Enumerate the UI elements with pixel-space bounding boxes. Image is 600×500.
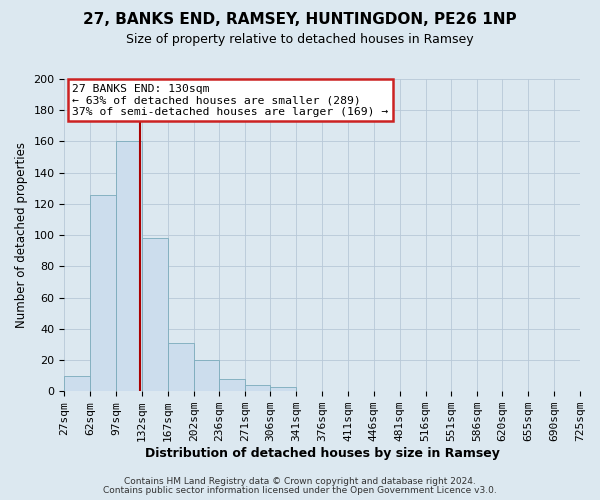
Text: 27 BANKS END: 130sqm
← 63% of detached houses are smaller (289)
37% of semi-deta: 27 BANKS END: 130sqm ← 63% of detached h… — [72, 84, 388, 117]
Text: Contains public sector information licensed under the Open Government Licence v3: Contains public sector information licen… — [103, 486, 497, 495]
Text: 27, BANKS END, RAMSEY, HUNTINGDON, PE26 1NP: 27, BANKS END, RAMSEY, HUNTINGDON, PE26 … — [83, 12, 517, 28]
Bar — [168, 343, 194, 391]
Bar — [142, 238, 168, 391]
Bar — [245, 385, 271, 391]
Bar — [271, 386, 296, 391]
Bar — [219, 378, 245, 391]
Bar — [194, 360, 219, 391]
Bar — [90, 194, 116, 391]
Y-axis label: Number of detached properties: Number of detached properties — [15, 142, 28, 328]
X-axis label: Distribution of detached houses by size in Ramsey: Distribution of detached houses by size … — [145, 447, 500, 460]
Bar — [64, 376, 90, 391]
Bar — [116, 142, 142, 391]
Text: Size of property relative to detached houses in Ramsey: Size of property relative to detached ho… — [126, 32, 474, 46]
Text: Contains HM Land Registry data © Crown copyright and database right 2024.: Contains HM Land Registry data © Crown c… — [124, 477, 476, 486]
